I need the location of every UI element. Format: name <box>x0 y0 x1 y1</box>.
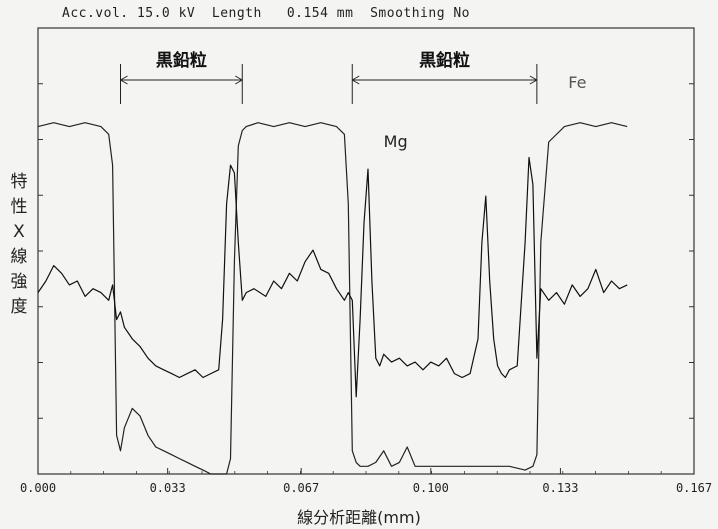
y-axis-label-char: 特 <box>10 172 28 192</box>
x-tick-label: 0.167 <box>676 481 712 495</box>
y-ticks <box>38 83 694 419</box>
annotation-arrowhead <box>352 75 538 85</box>
series-line-mg <box>37 156 628 398</box>
annotation-label: 黒鉛粒 <box>419 50 470 71</box>
x-tick-label: 0.000 <box>20 481 56 495</box>
x-tick-label: 0.133 <box>542 481 578 495</box>
series-label-mg: Mg <box>384 132 408 151</box>
x-tick-label: 0.100 <box>413 481 449 495</box>
annotation-arrowhead <box>120 75 243 85</box>
y-axis-label-char: 性 <box>10 197 28 217</box>
series-label-fe: Fe <box>568 73 586 92</box>
annotation-label: 黒鉛粒 <box>156 50 207 71</box>
line-chart: 0.000 0.033 0.067 0.100 0.133 0.167 黒鉛粒 黒鉛粒 Fe… <box>20 27 712 495</box>
y-axis-label-char: 度 <box>10 297 28 317</box>
y-axis-label-char: 線 <box>10 247 28 267</box>
x-ticks: 0.000 0.033 0.067 0.100 0.133 0.167 <box>20 468 712 495</box>
plot-frame <box>37 27 695 475</box>
x-tick-label: 0.067 <box>283 481 319 495</box>
series-line-fe <box>37 122 628 475</box>
series-lines: Fe Mg <box>37 73 628 475</box>
x-tick-label: 0.033 <box>150 481 186 495</box>
y-axis-label: 特 性 X 線 強 度 <box>4 170 34 320</box>
chart-header: Acc.vol. 15.0 kV Length 0.154 mm Smoothi… <box>62 6 471 21</box>
x-axis-label: 線分析距離(mm) <box>297 508 421 527</box>
annotations: 黒鉛粒 黒鉛粒 <box>119 50 538 104</box>
y-axis-label-char: 強 <box>10 272 28 292</box>
y-axis-label-char: X <box>13 222 25 242</box>
